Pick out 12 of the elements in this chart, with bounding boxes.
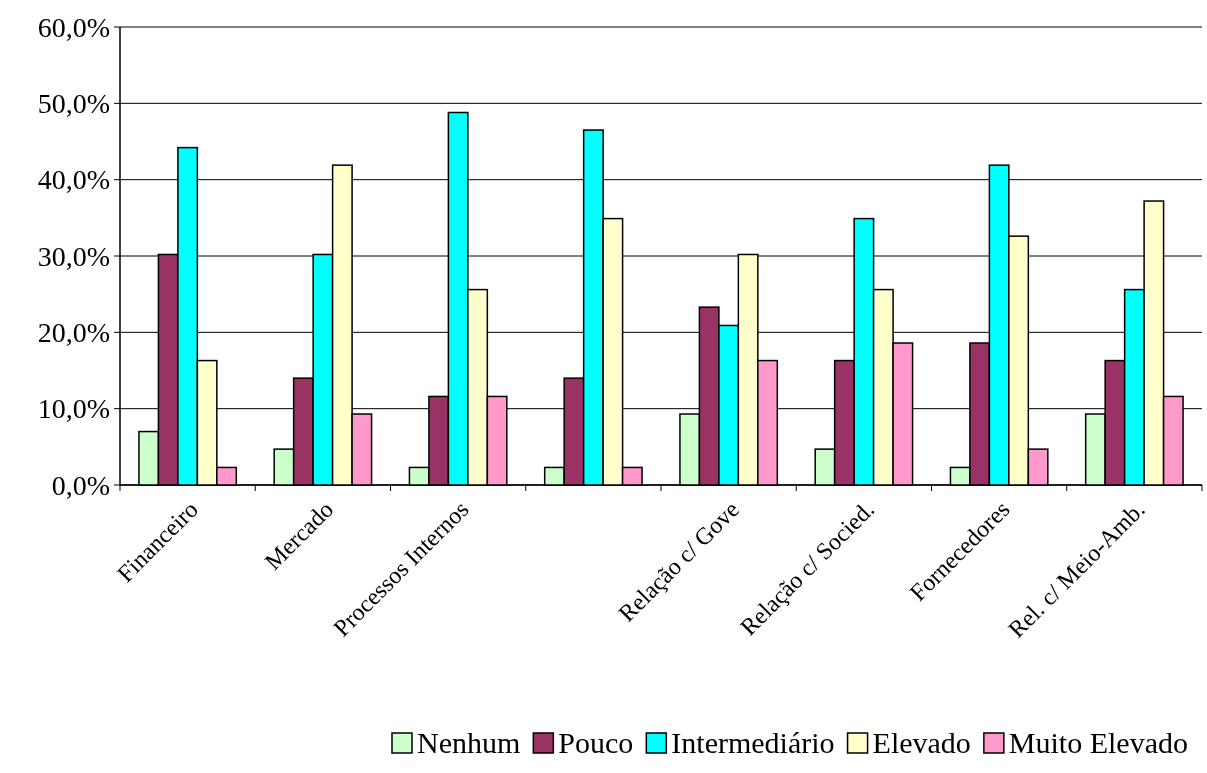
- legend-label: Muito Elevado: [1008, 726, 1188, 759]
- y-tick-label: 30,0%: [37, 240, 110, 272]
- legend-label: Pouco: [558, 726, 634, 759]
- y-tick-label: 20,0%: [37, 317, 110, 349]
- y-tick-label: 0,0%: [51, 469, 110, 501]
- legend-label: Intermediário: [671, 726, 835, 759]
- y-tick-label: 40,0%: [37, 164, 110, 196]
- legend-label: Elevado: [872, 726, 971, 759]
- y-tick-label: 50,0%: [37, 88, 110, 120]
- y-tick-label: 60,0%: [37, 11, 110, 43]
- y-tick-label: 10,0%: [37, 393, 110, 425]
- legend-label: Nenhum: [417, 726, 521, 759]
